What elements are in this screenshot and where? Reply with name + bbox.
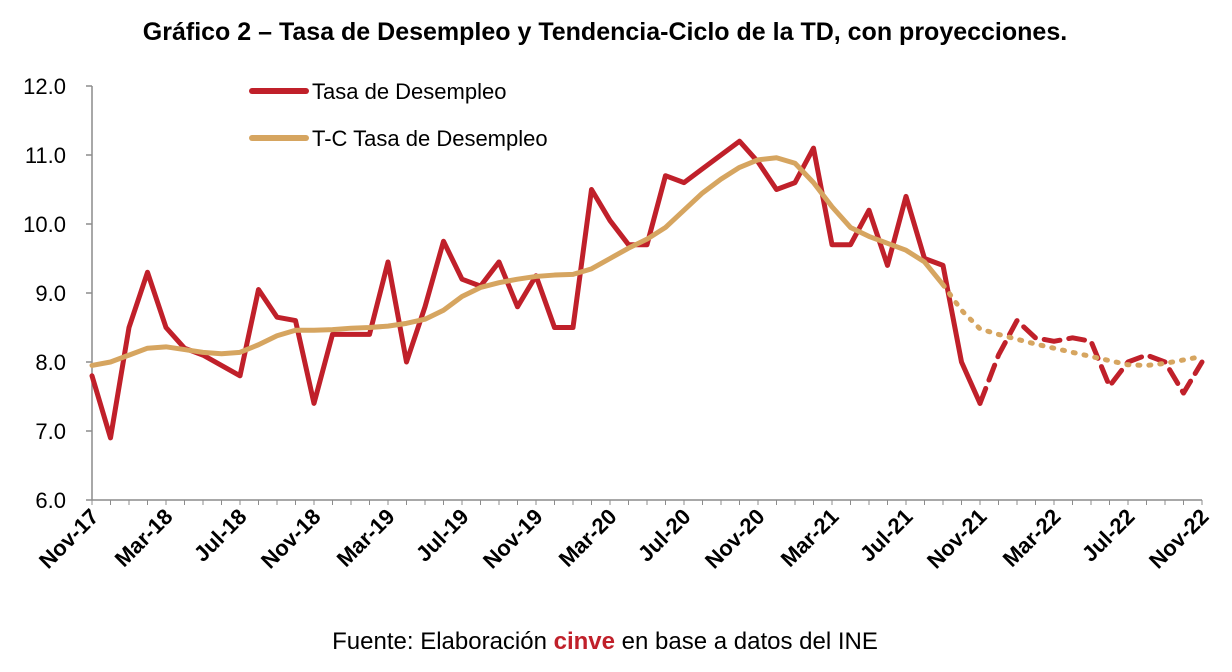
x-tick-label: Mar-22	[998, 504, 1066, 572]
legend-label: T-C Tasa de Desempleo	[312, 126, 548, 151]
y-tick-label: 11.0	[25, 143, 66, 168]
y-tick-label: 7.0	[35, 419, 66, 444]
source-brand: cinve	[553, 628, 615, 655]
series-line-observed	[89, 155, 946, 368]
x-tick-label: Nov-19	[478, 504, 548, 574]
y-tick-label: 6.0	[35, 488, 66, 513]
x-tick-label: Mar-20	[554, 504, 622, 572]
x-tick-label: Jul-19	[411, 504, 474, 567]
x-tick-label: Jul-20	[633, 504, 696, 567]
y-tick-label: 12.0	[23, 74, 66, 99]
legend-label: Tasa de Desempleo	[312, 79, 506, 104]
chart-title: Gráfico 2 – Tasa de Desempleo y Tendenci…	[142, 18, 1068, 46]
series-tasa-desempleo	[89, 138, 1205, 441]
series-layer	[89, 138, 1205, 441]
x-tick-label: Jul-18	[189, 504, 252, 567]
x-tick-label: Jul-22	[1077, 504, 1140, 567]
legend: Tasa de Desempleo T-C Tasa de Desempleo	[249, 79, 548, 151]
x-tick-label: Mar-21	[776, 504, 844, 572]
y-tick-label: 8.0	[35, 350, 66, 375]
source-prefix: Fuente: Elaboración	[332, 628, 554, 655]
series-tendencia-ciclo	[89, 155, 1205, 368]
series-line-projection	[940, 282, 1205, 368]
x-tick-label: Mar-19	[332, 504, 400, 572]
source-note: Fuente: Elaboración cinve en base a dato…	[0, 628, 1210, 656]
x-tick-label: Nov-21	[922, 504, 992, 574]
x-tick-label: Mar-18	[110, 504, 178, 572]
source-suffix: en base a datos del INE	[615, 628, 878, 655]
x-tick-label: Nov-18	[256, 504, 326, 574]
y-tick-label: 9.0	[35, 281, 66, 306]
x-tick-label: Nov-22	[1144, 504, 1214, 574]
series-line-projection	[977, 318, 1205, 406]
y-tick-label: 10.0	[23, 212, 66, 237]
x-tick-label: Jul-21	[855, 504, 918, 567]
x-tick-label: Nov-17	[34, 504, 104, 574]
series-line-observed	[89, 138, 983, 441]
x-tick-label: Nov-20	[700, 504, 770, 574]
